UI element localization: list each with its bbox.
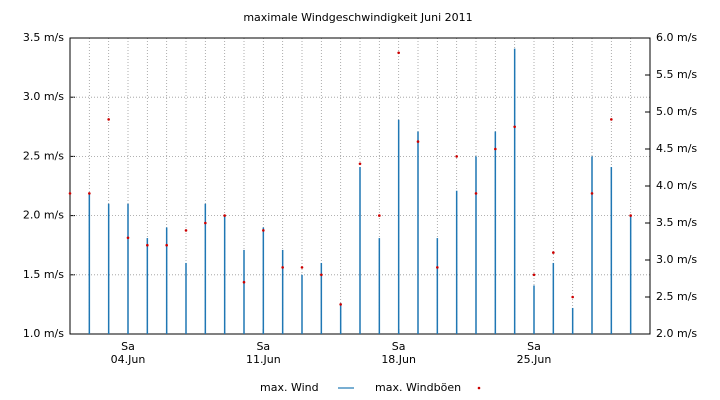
x-tick-weekday: Sa (121, 340, 135, 353)
x-tick-weekday: Sa (392, 340, 406, 353)
x-tick-label: 11.Jun (246, 353, 281, 366)
gust-dot (107, 118, 110, 121)
gust-dot (397, 51, 400, 55)
y2-tick-label: 4.0 m/s (656, 179, 697, 192)
x-tick-label: 04.Jun (111, 353, 146, 366)
y-tick-label: 2.0 m/s (23, 209, 64, 222)
gust-dot (165, 243, 168, 247)
x-tick-label: 18.Jun (381, 353, 416, 366)
y2-tick-label: 5.0 m/s (656, 105, 697, 118)
gust-dot (416, 140, 420, 143)
gust-dot (223, 214, 226, 217)
y2-tick-label: 6.0 m/s (656, 31, 697, 44)
gust-dot (126, 236, 130, 240)
gust-dot (629, 214, 632, 217)
gust-dot (300, 266, 304, 269)
gust-dot (339, 303, 342, 306)
gust-dot (146, 243, 149, 247)
gust-dot (571, 295, 574, 299)
y-tick-label: 2.5 m/s (23, 149, 64, 162)
gust-dot (610, 118, 613, 121)
gust-dot (281, 266, 284, 269)
gust-dot (436, 266, 439, 269)
x-tick-weekday: Sa (527, 340, 541, 353)
gust-dot (68, 192, 72, 195)
gust-dot (320, 273, 323, 277)
legend-label: max. Windböen (375, 381, 461, 394)
y-tick-label: 3.5 m/s (23, 31, 64, 44)
y2-tick-label: 4.5 m/s (656, 142, 697, 155)
gust-dot (184, 229, 188, 232)
gust-dot (513, 125, 516, 129)
y-tick-label: 1.0 m/s (23, 327, 64, 340)
gust-dot (262, 229, 265, 232)
y2-tick-label: 2.5 m/s (656, 290, 697, 303)
y2-tick-label: 5.5 m/s (656, 68, 697, 81)
gust-dot (242, 280, 246, 284)
gust-dot (494, 147, 497, 151)
x-tick-weekday: Sa (256, 340, 270, 353)
gust-dot (532, 273, 536, 277)
gust-dot (455, 155, 458, 158)
gust-dot (204, 221, 207, 225)
gust-dot (378, 214, 381, 217)
gust-dot (88, 192, 91, 195)
gust-dot (474, 192, 478, 195)
gust-dot (590, 192, 594, 195)
y-tick-label: 1.5 m/s (23, 268, 64, 281)
y-tick-label: 3.0 m/s (23, 90, 64, 103)
y2-tick-label: 2.0 m/s (656, 327, 697, 340)
y2-tick-label: 3.0 m/s (656, 253, 697, 266)
legend-label: max. Wind (260, 381, 319, 394)
gust-dot (358, 162, 362, 166)
x-tick-label: 25.Jun (517, 353, 552, 366)
chart-title: maximale Windgeschwindigkeit Juni 2011 (243, 11, 472, 24)
y2-tick-label: 3.5 m/s (656, 216, 697, 229)
legend-swatch (477, 386, 481, 390)
gust-dot (552, 251, 555, 254)
